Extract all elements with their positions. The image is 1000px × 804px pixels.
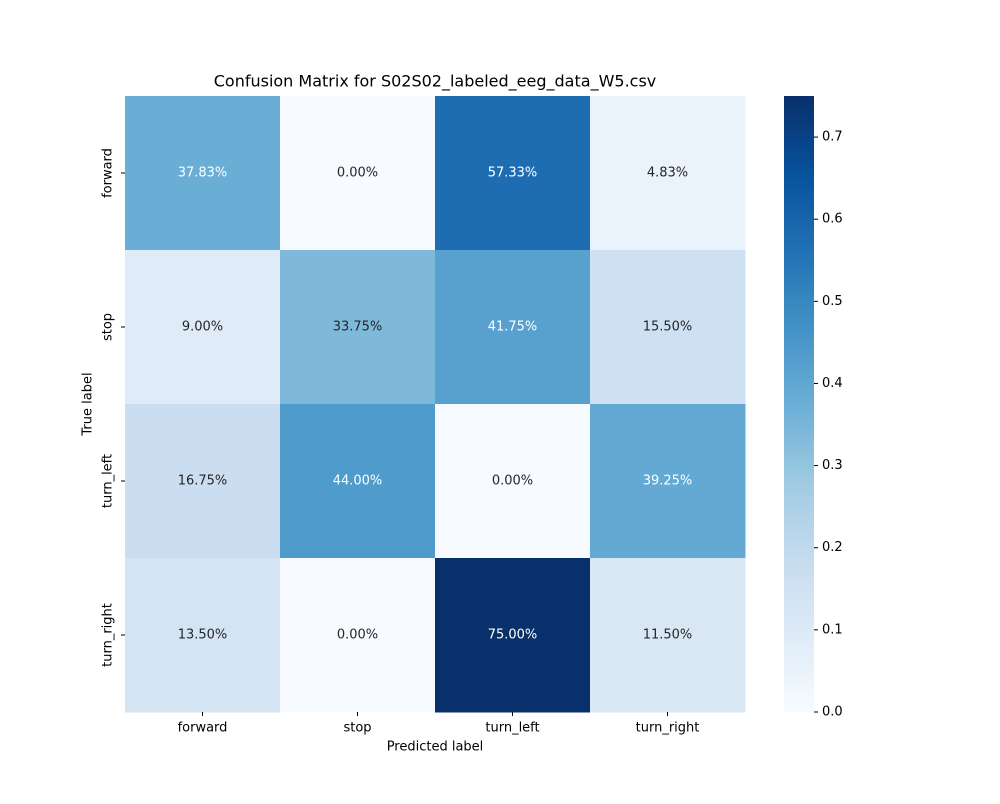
heatmap-cell bbox=[590, 250, 746, 405]
heatmap-cell bbox=[280, 404, 436, 559]
cell-label: 44.00% bbox=[333, 474, 383, 489]
x-tick-label: forward bbox=[178, 721, 228, 736]
cell-label: 39.25% bbox=[643, 474, 693, 489]
y-tick-label: stop bbox=[101, 313, 116, 341]
heatmap-cell bbox=[280, 96, 436, 251]
heatmap-cell bbox=[590, 404, 746, 559]
cell-label: 75.00% bbox=[488, 628, 538, 643]
colorbar-tick-label: 0.4 bbox=[822, 376, 843, 391]
cell-label: 0.00% bbox=[337, 166, 378, 181]
cell-label: 13.50% bbox=[178, 628, 228, 643]
cell-label: 0.00% bbox=[492, 474, 533, 489]
cell-label: 37.83% bbox=[178, 166, 228, 181]
colorbar-tick-label: 0.3 bbox=[822, 458, 843, 473]
chart-title: Confusion Matrix for S02S02_labeled_eeg_… bbox=[214, 72, 657, 92]
heatmap-cell bbox=[435, 404, 591, 559]
cell-label: 0.00% bbox=[337, 628, 378, 643]
heatmap-cell bbox=[280, 558, 436, 713]
cell-label: 57.33% bbox=[488, 166, 538, 181]
heatmap-cell bbox=[590, 96, 746, 251]
heatmap-cell bbox=[280, 250, 436, 405]
colorbar-tick-label: 0.0 bbox=[822, 705, 843, 720]
heatmap-cell bbox=[125, 96, 281, 251]
cell-label: 4.83% bbox=[647, 166, 688, 181]
cell-label: 11.50% bbox=[643, 628, 693, 643]
heatmap-cell bbox=[435, 96, 591, 251]
x-tick-label: turn_left bbox=[485, 721, 539, 736]
colorbar-tick-label: 0.7 bbox=[822, 130, 843, 145]
heatmap-cell bbox=[590, 558, 746, 713]
heatmap-cell bbox=[125, 250, 281, 405]
cell-label: 33.75% bbox=[333, 320, 383, 335]
cell-label: 15.50% bbox=[643, 320, 693, 335]
heatmap-cell bbox=[125, 558, 281, 713]
cell-label: 9.00% bbox=[182, 320, 223, 335]
colorbar-tick-label: 0.1 bbox=[822, 622, 843, 637]
y-tick-label: forward bbox=[101, 148, 116, 198]
colorbar bbox=[784, 96, 814, 712]
x-tick-label: turn_right bbox=[636, 721, 700, 736]
colorbar-tick-label: 0.5 bbox=[822, 294, 843, 309]
x-axis-label: Predicted label bbox=[387, 740, 484, 755]
y-tick-label: turn_right bbox=[101, 603, 116, 667]
colorbar-tick-label: 0.2 bbox=[822, 540, 843, 555]
heatmap-cell bbox=[435, 250, 591, 405]
heatmap-cell bbox=[125, 404, 281, 559]
x-tick-label: stop bbox=[343, 721, 371, 736]
cell-label: 16.75% bbox=[178, 474, 228, 489]
y-tick-label: turn_left bbox=[101, 454, 116, 508]
cell-label: 41.75% bbox=[488, 320, 538, 335]
colorbar-tick-label: 0.6 bbox=[822, 212, 843, 227]
heatmap-cell bbox=[435, 558, 591, 713]
y-axis-label: True label bbox=[81, 372, 96, 436]
